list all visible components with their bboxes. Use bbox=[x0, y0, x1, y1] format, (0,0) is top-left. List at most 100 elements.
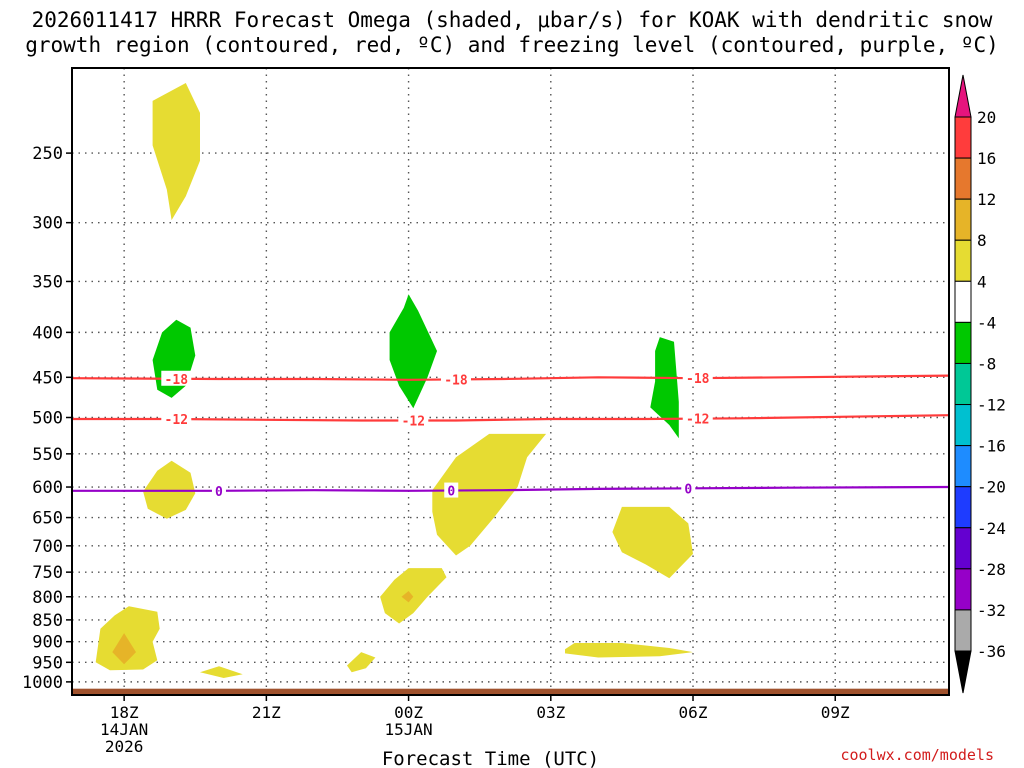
x-tick-label-03Z: 03Z bbox=[536, 703, 565, 722]
y-tick-label-350: 350 bbox=[32, 272, 63, 292]
omega-pos-0030z bbox=[380, 568, 447, 624]
y-tick-label-950: 950 bbox=[32, 653, 63, 673]
y-tick-label-650: 650 bbox=[32, 509, 63, 529]
contour-line-0 bbox=[72, 485, 950, 492]
colorbar-label-4: 4 bbox=[977, 272, 987, 291]
colorbar-label-3: 8 bbox=[977, 231, 987, 250]
omega-shading bbox=[95, 83, 693, 678]
contour-label-bg--12-1 bbox=[398, 412, 429, 428]
colorbar-label-8: -16 bbox=[977, 437, 1006, 456]
omega-pos-23z bbox=[347, 652, 376, 673]
colorbar-swatch-1 bbox=[954, 157, 972, 200]
y-tick-label-400: 400 bbox=[32, 323, 63, 343]
omega-neg-00z bbox=[389, 294, 437, 409]
colorbar-label-1: 16 bbox=[977, 149, 996, 168]
omega-pos-0030z-core bbox=[401, 591, 414, 603]
x-year-label-18Z: 2026 bbox=[105, 737, 144, 756]
omega-pos-20z bbox=[200, 666, 243, 678]
colorbar-swatch-11 bbox=[954, 568, 972, 611]
contour-label-bg--18-2 bbox=[682, 370, 713, 386]
contour-label--18-0: -18 bbox=[165, 373, 189, 388]
y-tick-label-500: 500 bbox=[32, 408, 63, 428]
contour-line--18 bbox=[71, 374, 950, 381]
x-axis-label: Forecast Time (UTC) bbox=[382, 748, 599, 768]
contour-label-bg-0-1 bbox=[444, 482, 459, 498]
colorbar-swatch-10 bbox=[954, 527, 972, 570]
contour-label-bg-0-2 bbox=[681, 480, 696, 496]
y-tick-label-800: 800 bbox=[32, 588, 63, 608]
x-tick-label-21Z: 21Z bbox=[252, 703, 281, 722]
colorbar-swatch-9 bbox=[954, 486, 972, 529]
omega-pos-0430z bbox=[565, 643, 693, 658]
y-tick-label-900: 900 bbox=[32, 633, 63, 653]
x-tick-label-06Z: 06Z bbox=[679, 703, 708, 722]
colorbar-swatch-4 bbox=[954, 280, 972, 323]
colorbar-label-5: -4 bbox=[977, 313, 996, 332]
colorbar-swatch-3 bbox=[954, 239, 972, 282]
y-tick-label-600: 600 bbox=[32, 478, 63, 498]
contour-line--12 bbox=[72, 414, 950, 422]
y-tick-label-250: 250 bbox=[32, 144, 63, 164]
y-tick-label-550: 550 bbox=[32, 445, 63, 465]
contour-label-bg--12-0 bbox=[161, 411, 192, 427]
colorbar-swatch-2 bbox=[954, 198, 972, 241]
contour-label--12-2: -12 bbox=[686, 413, 709, 428]
x-tick-label-00Z: 00Z bbox=[394, 703, 423, 722]
colorbar-label-7: -12 bbox=[977, 396, 1006, 415]
omega-pos-04z bbox=[612, 506, 693, 579]
colorbar-swatch-8 bbox=[954, 445, 972, 488]
colorbar: 20 16 12 8 4 -4 -8 -12 -16 -20 -24 -28 -32 -36 bbox=[954, 74, 1006, 694]
y-tick-label-850: 850 bbox=[32, 611, 63, 631]
contour-label-0-2: 0 bbox=[684, 482, 692, 497]
terrain-layer bbox=[72, 688, 949, 695]
colorbar-label-10: -24 bbox=[977, 519, 1006, 538]
colorbar-label-2: 12 bbox=[977, 190, 996, 209]
contour-label--12-1: -12 bbox=[402, 415, 425, 430]
colorbar-swatch-6 bbox=[954, 362, 972, 406]
temperature-contours: -18 -18 -18 -12 -12 -12 0 0 0 bbox=[71, 370, 950, 500]
colorbar-label-13: -36 bbox=[977, 642, 1006, 661]
colorbar-top-arrow bbox=[954, 74, 972, 118]
contour-label-bg--12-2 bbox=[682, 410, 713, 426]
colorbar-label-6: -8 bbox=[977, 354, 996, 373]
colorbar-label-12: -32 bbox=[977, 601, 1006, 620]
colorbar-label-9: -20 bbox=[977, 478, 1006, 497]
chart-title: 2026011417 HRRR Forecast Omega (shaded, … bbox=[0, 8, 1024, 58]
x-tick-label-09Z: 09Z bbox=[821, 703, 850, 722]
x-date-label-00Z: 15JAN bbox=[384, 720, 432, 739]
omega-pos-18z-core bbox=[112, 633, 136, 665]
y-tick-label-300: 300 bbox=[32, 214, 63, 234]
omega-pos-0130z bbox=[432, 433, 547, 556]
contour-label-0-0: 0 bbox=[215, 485, 223, 500]
colorbar-swatch-7 bbox=[954, 404, 972, 447]
y-tick-label-750: 750 bbox=[32, 563, 63, 583]
omega-pos-18z-low bbox=[95, 606, 160, 671]
contour-label--18-2: -18 bbox=[686, 372, 710, 387]
contour-label--12-0: -12 bbox=[165, 413, 188, 428]
colorbar-bottom-arrow bbox=[954, 650, 972, 694]
contour-label-bg-0-0 bbox=[211, 482, 226, 498]
x-date-label-18Z: 14JAN bbox=[100, 720, 148, 739]
title-line-1: 2026011417 HRRR Forecast Omega (shaded, … bbox=[31, 8, 993, 32]
contour-label--18-1: -18 bbox=[444, 373, 468, 388]
x-tick-label-18Z: 18Z bbox=[110, 703, 139, 722]
gridlines bbox=[72, 68, 949, 695]
y-tick-label-1000: 1000 bbox=[22, 673, 63, 693]
omega-neg-06z bbox=[650, 337, 679, 439]
y-tick-label-700: 700 bbox=[32, 537, 63, 557]
contour-label-bg--18-0 bbox=[161, 370, 192, 386]
axes: 2503003504004505005506006507007508008509… bbox=[22, 67, 950, 768]
colorbar-swatch-0 bbox=[954, 116, 972, 159]
colorbar-swatch-12 bbox=[954, 609, 972, 652]
contour-label-0-1: 0 bbox=[447, 485, 455, 500]
colorbar-label-0: 20 bbox=[977, 108, 996, 127]
y-tick-label-450: 450 bbox=[32, 368, 63, 388]
contour-label-bg--18-1 bbox=[440, 371, 471, 387]
title-line-2: growth region (contoured, red, ºC) and f… bbox=[25, 33, 999, 57]
colorbar-swatch-5 bbox=[954, 321, 972, 364]
credit-text: coolwx.com/models bbox=[840, 746, 994, 764]
plot-frame bbox=[71, 67, 950, 696]
omega-pos-upper-18z bbox=[152, 83, 200, 221]
surface bbox=[72, 688, 949, 695]
